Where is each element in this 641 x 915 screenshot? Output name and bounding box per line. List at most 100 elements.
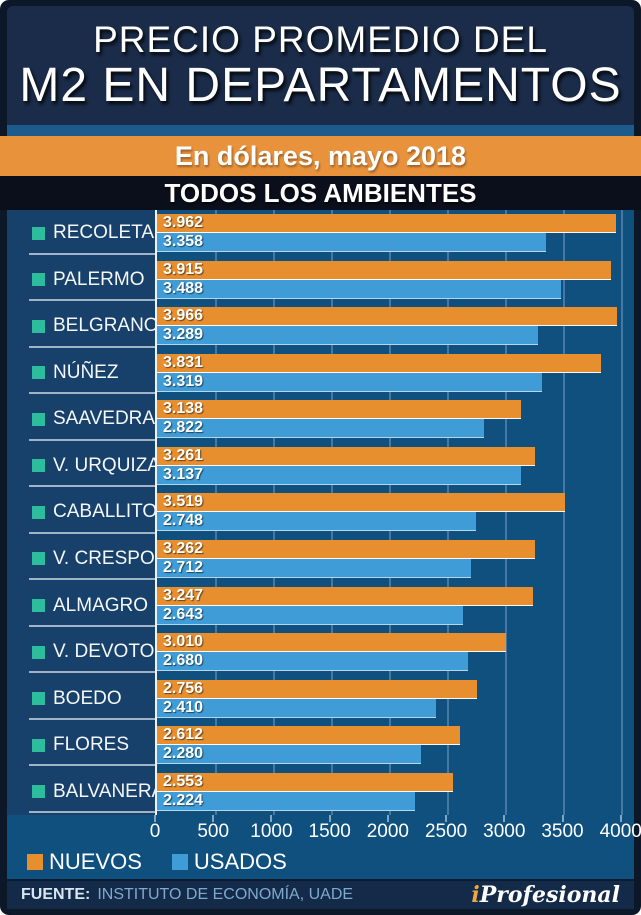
bar-usados-value: 2.643 — [163, 605, 204, 623]
category-marker-icon — [32, 599, 45, 613]
category-label: BALVANERA — [7, 768, 164, 815]
bar-usados: 3.137 — [157, 465, 521, 485]
category-label: BOEDO — [7, 675, 155, 722]
gridline — [620, 210, 623, 815]
bar-nuevos-value: 3.915 — [163, 260, 204, 278]
bar-nuevos-value: 3.247 — [163, 586, 204, 604]
subtitle-band: En dólares, mayo 2018 — [0, 136, 641, 176]
gridline — [504, 210, 507, 815]
category-name: V. URQUIZA — [53, 454, 160, 476]
category-name: BOEDO — [53, 687, 122, 709]
category-label: RECOLETA — [7, 210, 155, 257]
bar-usados-value: 2.680 — [163, 652, 204, 670]
bar-nuevos: 3.010 — [157, 633, 506, 653]
logo-i: i — [471, 882, 480, 908]
divider-strip — [7, 125, 634, 136]
category-marker-icon — [32, 273, 45, 287]
bar-row: 3.915 3.488 — [157, 257, 634, 304]
category-marker-icon — [32, 366, 45, 380]
category-label: PALERMO — [7, 257, 155, 304]
bar-row: 3.261 3.137 — [157, 443, 634, 490]
bar-usados: 2.748 — [157, 512, 476, 532]
bar-nuevos: 2.756 — [157, 679, 477, 699]
legend: NUEVOS USADOS — [7, 845, 634, 878]
bar-usados: 2.280 — [157, 745, 422, 765]
axis-tick — [619, 815, 622, 822]
category-name: RECOLETA — [53, 222, 155, 244]
logo-rest: Profesional — [479, 882, 620, 908]
bar-nuevos: 3.962 — [157, 214, 617, 234]
legend-swatch-icon — [27, 853, 43, 870]
bar-usados-value: 3.319 — [163, 372, 204, 390]
bar-row: 3.262 2.712 — [157, 536, 634, 583]
legend-label: USADOS — [193, 848, 287, 874]
section-text: TODOS LOS AMBIENTES — [164, 177, 477, 208]
axis-tick — [561, 815, 564, 822]
axis-tick-label: 0 — [149, 821, 161, 842]
bar-nuevos-value: 2.553 — [163, 772, 204, 790]
bar-row: 3.247 2.643 — [157, 582, 634, 629]
bar-usados-value: 2.224 — [163, 791, 204, 809]
bar-usados-value: 3.358 — [163, 233, 204, 251]
bar-usados-value: 3.289 — [163, 326, 204, 344]
axis-tick-label: 1500 — [308, 821, 351, 842]
bar-row: 2.553 2.224 — [157, 768, 634, 815]
bar-nuevos: 2.553 — [157, 772, 453, 792]
axis-tick — [328, 815, 331, 822]
bar-usados: 2.224 — [157, 791, 415, 811]
category-marker-icon — [32, 226, 45, 240]
bar-nuevos-value: 2.612 — [163, 726, 204, 744]
category-marker-icon — [32, 459, 45, 473]
plot-area: 3.962 3.358 3.915 3.488 3.966 3.289 3.83… — [155, 210, 634, 815]
bar-chart: RECOLETA PALERMO BELGRANO NÚÑEZ SAAVEDRA… — [7, 210, 641, 879]
bar-usados-value: 3.488 — [163, 279, 204, 297]
bar-nuevos: 3.138 — [157, 400, 521, 420]
bar-usados-value: 2.410 — [163, 698, 204, 716]
axis-tick — [386, 815, 389, 822]
source: FUENTE: INSTITUTO DE ECONOMÍA, UADE — [21, 886, 353, 904]
source-text: INSTITUTO DE ECONOMÍA, UADE — [97, 886, 354, 903]
x-axis: 0 500 1000 1500 2000 2500 3000 3500 4000 — [7, 815, 641, 845]
category-column: RECOLETA PALERMO BELGRANO NÚÑEZ SAAVEDRA… — [7, 210, 164, 815]
iprofesional-logo: iProfesional — [471, 882, 620, 908]
category-label: V. URQUIZA — [7, 443, 160, 490]
gridline — [562, 210, 565, 815]
category-label: CABALLITO — [7, 489, 157, 536]
bar-nuevos: 3.247 — [157, 586, 534, 606]
bar-nuevos-value: 3.962 — [163, 214, 204, 232]
bar-nuevos-value: 3.831 — [163, 353, 204, 371]
bar-rows: 3.962 3.358 3.915 3.488 3.966 3.289 3.83… — [157, 210, 634, 815]
category-marker-icon — [32, 645, 45, 659]
axis-tick-label: 3500 — [541, 821, 584, 842]
bar-nuevos: 3.262 — [157, 539, 536, 559]
bar-nuevos: 3.915 — [157, 260, 611, 280]
axis-tick — [445, 815, 448, 822]
x-axis-spacer — [7, 815, 155, 845]
category-label: V. CRESPO — [7, 536, 155, 583]
bar-usados: 3.319 — [157, 372, 542, 392]
bar-row: 2.612 2.280 — [157, 722, 634, 769]
bar-usados-value: 3.137 — [163, 465, 204, 483]
bar-row: 3.962 3.358 — [157, 210, 634, 257]
category-name: BELGRANO — [53, 315, 159, 337]
bar-nuevos: 3.519 — [157, 493, 565, 513]
legend-item: USADOS — [171, 848, 287, 875]
category-marker-icon — [32, 692, 45, 706]
bar-row: 3.010 2.680 — [157, 629, 634, 676]
axis-tick-label: 1000 — [250, 821, 293, 842]
axis-tick-label: 500 — [197, 821, 230, 842]
axis-tick — [503, 815, 506, 822]
page-title-line1: PRECIO PROMEDIO DEL — [93, 18, 548, 60]
category-name: BALVANERA — [53, 780, 165, 802]
bar-nuevos-value: 3.138 — [163, 400, 204, 418]
bar-usados: 2.822 — [157, 419, 485, 439]
category-marker-icon — [32, 785, 45, 799]
axis-tick-label: 4000 — [599, 821, 641, 842]
bar-nuevos-value: 3.262 — [163, 539, 204, 557]
bar-nuevos-value: 3.010 — [163, 633, 204, 651]
legend-label: NUEVOS — [49, 848, 142, 874]
category-marker-icon — [32, 505, 45, 519]
section-band: TODOS LOS AMBIENTES — [0, 176, 641, 210]
bar-usados: 3.358 — [157, 233, 547, 253]
